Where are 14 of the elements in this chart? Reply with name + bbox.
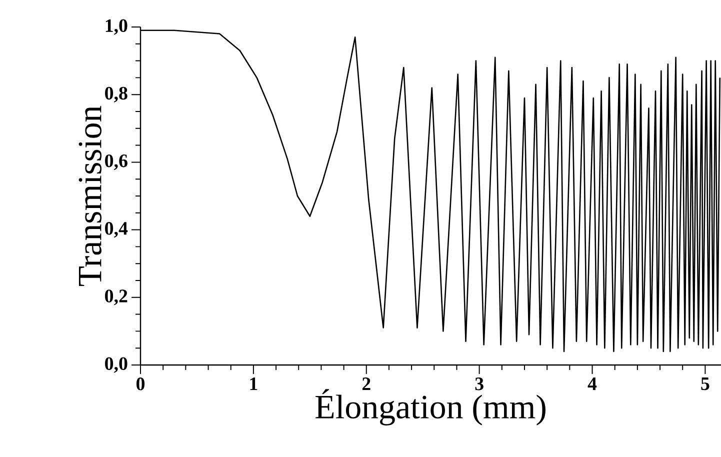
- y-tick-label: 0,6: [105, 154, 128, 170]
- x-tick-label: 5: [701, 378, 710, 390]
- y-tick-label: 1,0: [106, 19, 128, 35]
- x-axis-title: Élongation (mm): [316, 389, 546, 426]
- x-tick-label: 1: [250, 378, 258, 390]
- x-tick-label: 3: [475, 378, 484, 390]
- y-tick-label: 0,2: [105, 290, 128, 306]
- y-tick-label: 0,8: [105, 86, 128, 102]
- y-tick-label: 0,0: [105, 357, 128, 373]
- y-axis-title: Transmission: [78, 106, 102, 286]
- x-tick-label: 4: [588, 378, 597, 390]
- y-tick-label: 0,4: [105, 222, 128, 238]
- x-tick-label: 0: [136, 378, 145, 390]
- x-tick-label: 2: [362, 378, 370, 390]
